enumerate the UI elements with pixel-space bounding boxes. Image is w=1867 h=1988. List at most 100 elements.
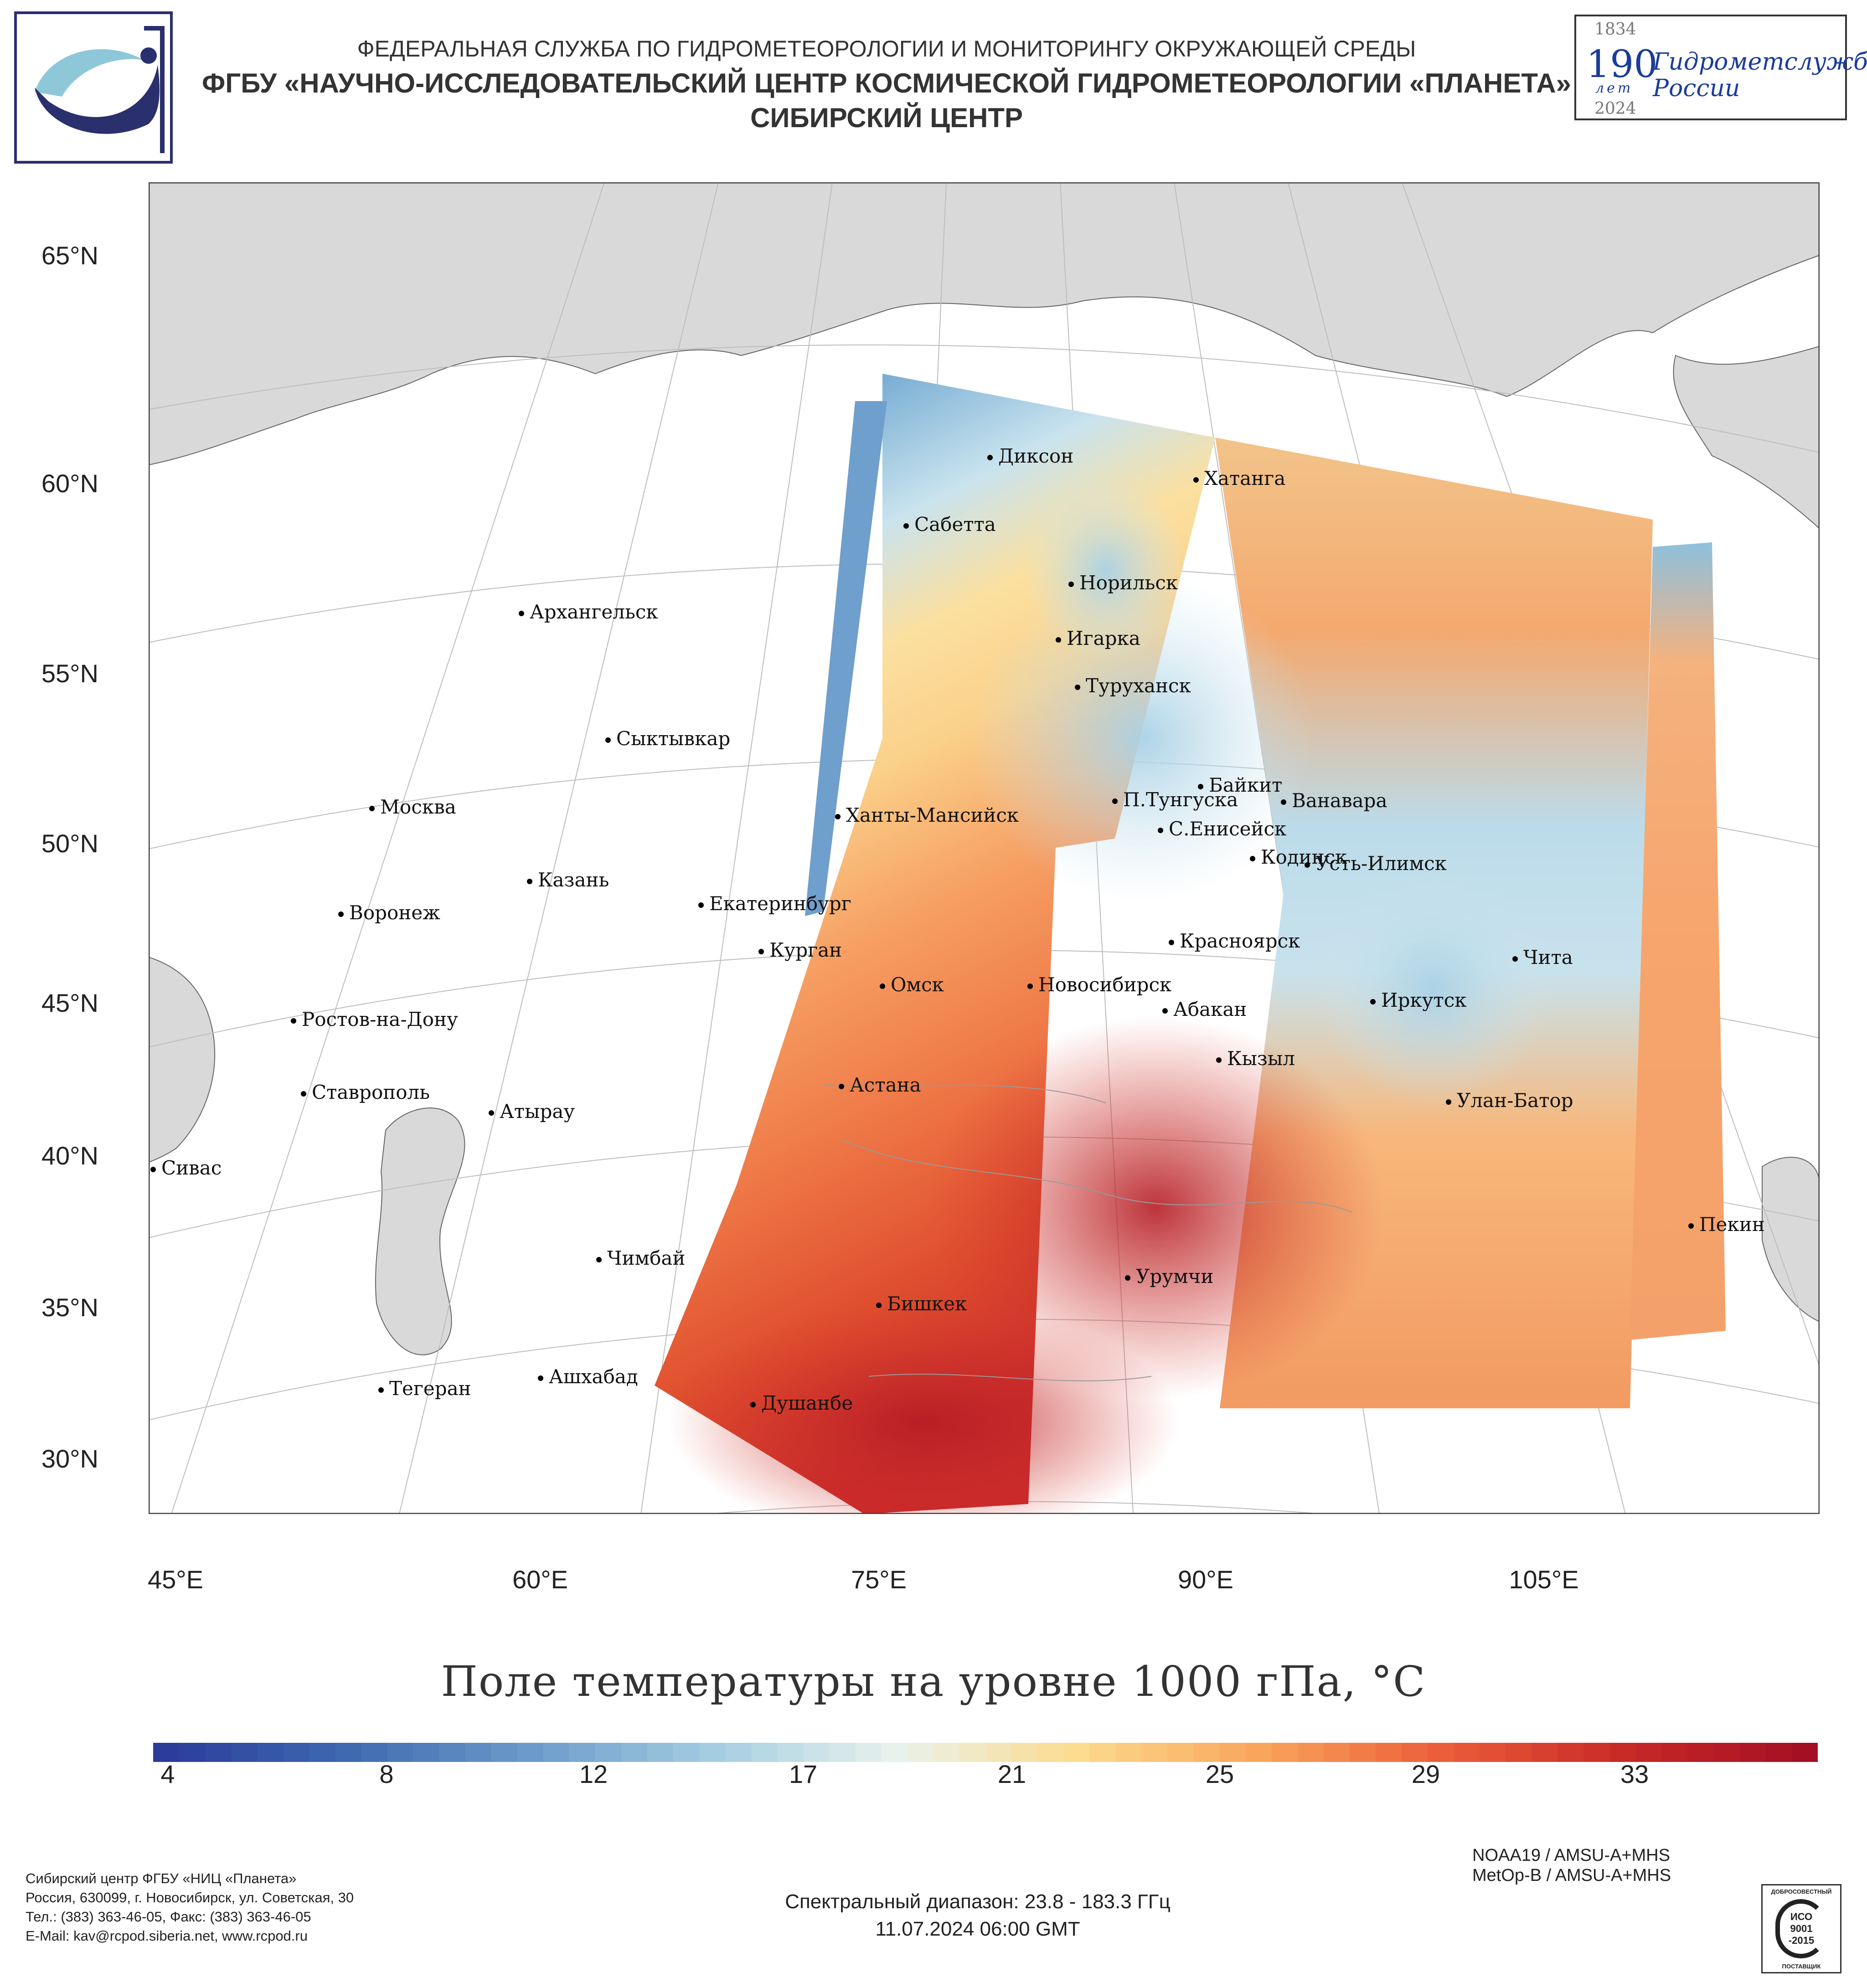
colorbar-step (1011, 1743, 1038, 1762)
colorbar-step (569, 1743, 596, 1762)
map-title: Поле температуры на уровне 1000 гПа, °С (441, 1657, 1426, 1706)
footer-address: Россия, 630099, г. Новосибирск, ул. Сове… (26, 1890, 354, 1906)
colorbar-step (1167, 1743, 1194, 1762)
colorbar-step (1297, 1743, 1324, 1762)
colorbar-tick: 17 (789, 1760, 818, 1788)
city-label: Воронеж (338, 901, 440, 924)
city-label: Байкит (1198, 774, 1282, 796)
temperature-map (148, 182, 1820, 1514)
colorbar-step (959, 1743, 986, 1762)
city-label: Ашхабад (538, 1365, 638, 1388)
city-label: Сабетта (903, 513, 996, 536)
city-label: Усть-Илимск (1305, 852, 1447, 875)
city-label: Туруханск (1075, 675, 1191, 697)
colorbar-step (1713, 1743, 1740, 1762)
satellite-2: MetOp-B / AMSU-A+MHS (1472, 1866, 1671, 1885)
colorbar-step (881, 1743, 908, 1762)
colorbar-step (1402, 1743, 1429, 1762)
colorbar-tick: 25 (1205, 1760, 1234, 1788)
city-label: Екатеринбург (698, 892, 851, 915)
colorbar-step (465, 1743, 492, 1762)
colorbar-step (829, 1743, 856, 1762)
colorbar-step (1271, 1743, 1298, 1762)
iso-certificate-logo: ДОБРОСОВЕСТНЫЙ ИСО 9001 -2015 ПОСТАВЩИК (1761, 1884, 1841, 1973)
iso-line-2: 9001 (1790, 1923, 1813, 1934)
colorbar-step (777, 1743, 804, 1762)
colorbar-step (1532, 1743, 1558, 1762)
colorbar-step (1558, 1743, 1584, 1762)
lon-label-45: 45°E (147, 1565, 204, 1594)
colorbar-step (855, 1743, 882, 1762)
city-label: Курган (758, 939, 842, 961)
satellite-1: NOAA19 / AMSU-A+MHS (1472, 1846, 1670, 1865)
colorbar-step (179, 1743, 206, 1762)
colorbar-step (283, 1743, 310, 1762)
colorbar-step (1193, 1743, 1220, 1762)
city-label: Пекин (1688, 1213, 1765, 1236)
colorbar-step (1141, 1743, 1168, 1762)
badge-text-2: России (1653, 75, 1740, 102)
city-label: Красноярск (1169, 930, 1300, 952)
colorbar-step (1661, 1743, 1688, 1762)
city-label: Новосибирск (1027, 973, 1171, 996)
colorbar-step (361, 1743, 388, 1762)
colorbar-step (309, 1743, 336, 1762)
colorbar-step (1323, 1743, 1350, 1762)
colorbar-step (1375, 1743, 1402, 1762)
colorbar-step (1739, 1743, 1766, 1762)
roshydromet-logo (12, 10, 175, 165)
colorbar-step (1115, 1743, 1142, 1762)
badge-number: 190 (1586, 43, 1658, 86)
city-label: Омск (880, 973, 944, 996)
header-line-3: СИБИРСКИЙ ЦЕНТР (750, 103, 1023, 133)
colorbar-step (231, 1743, 258, 1762)
lat-label-50: 50°N (41, 829, 98, 858)
city-label: Чита (1512, 946, 1573, 968)
lon-label-60: 60°E (512, 1565, 568, 1594)
colorbar-step (1791, 1743, 1818, 1762)
city-label: Игарка (1056, 627, 1140, 649)
colorbar-step (1635, 1743, 1662, 1762)
city-label: Казань (527, 869, 609, 891)
colorbar-step (439, 1743, 466, 1762)
city-label: Хатанга (1193, 467, 1285, 489)
footer-email: E-Mail: kav@rcpod.siberia.net, www.rcpod… (26, 1928, 308, 1944)
colorbar-tick: 8 (379, 1760, 394, 1788)
colorbar-step (751, 1743, 778, 1762)
colorbar-step (1428, 1743, 1454, 1762)
colorbar-step (595, 1743, 622, 1762)
badge-year-end: 2024 (1594, 99, 1636, 118)
city-label: Кодинск (1250, 846, 1347, 868)
colorbar-step (387, 1743, 414, 1762)
colorbar-step (647, 1743, 674, 1762)
header-line-1: ФЕДЕРАЛЬНАЯ СЛУЖБА ПО ГИДРОМЕТЕОРОЛОГИИ … (357, 36, 1416, 62)
lat-label-45: 45°N (41, 989, 98, 1017)
iso-line-1: ИСО (1790, 1911, 1813, 1922)
footer-org: Сибирский центр ФГБУ «НИЦ «Планета» (26, 1870, 297, 1886)
badge-year-start: 1834 (1594, 20, 1636, 39)
observation-datetime: 11.07.2024 06:00 GMT (875, 1918, 1080, 1940)
colorbar-step (1063, 1743, 1090, 1762)
city-label: Урумчи (1125, 1265, 1213, 1288)
header-line-2: ФГБУ «НАУЧНО-ИССЛЕДОВАТЕЛЬСКИЙ ЦЕНТР КОС… (202, 68, 1571, 98)
anniversary-badge: 1834 190 лет 2024 Гидрометслужбе России (1574, 15, 1867, 120)
colorbar-step (1609, 1743, 1636, 1762)
colorbar-step (621, 1743, 648, 1762)
colorbar-step (1089, 1743, 1116, 1762)
iso-line-3: -2015 (1788, 1935, 1815, 1946)
colorbar-step (1480, 1743, 1506, 1762)
colorbar-step (985, 1743, 1012, 1762)
colorbar-step (205, 1743, 232, 1762)
colorbar (153, 1743, 1818, 1762)
colorbar-tick: 33 (1620, 1760, 1649, 1788)
city-label: Ростов-на-Дону (291, 1008, 458, 1030)
colorbar-step (1687, 1743, 1714, 1762)
city-label: П.Тунгуска (1112, 788, 1238, 811)
city-label: Абакан (1162, 998, 1247, 1020)
colorbar-step (543, 1743, 570, 1762)
city-label: Ванавара (1281, 789, 1387, 812)
city-label: Иркутск (1370, 989, 1466, 1011)
colorbar-step (1349, 1743, 1376, 1762)
city-label: Диксон (987, 445, 1073, 467)
colorbar-step (803, 1743, 830, 1762)
